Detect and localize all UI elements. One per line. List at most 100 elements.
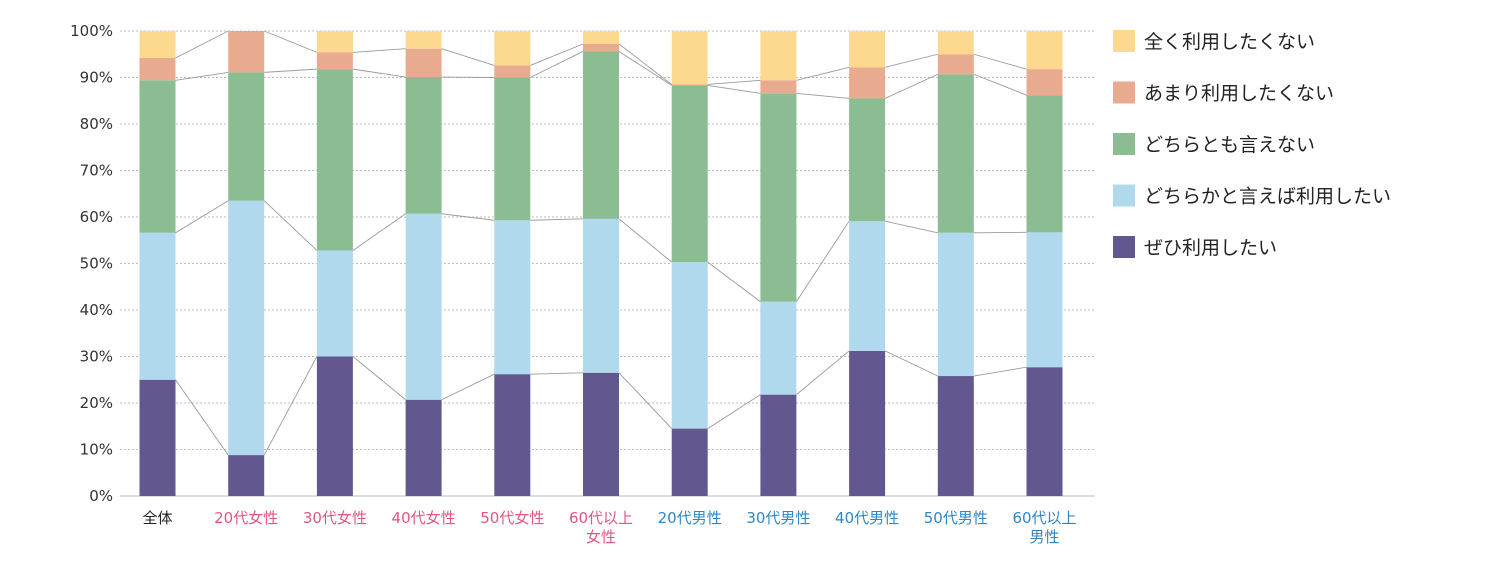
bar-segment <box>849 221 886 351</box>
legend-swatch <box>1113 133 1135 155</box>
bar-segment <box>316 69 353 251</box>
legend-label: あまり利用したくない <box>1144 83 1334 105</box>
bar-segment <box>228 200 265 456</box>
x-category-label-line: 50代男性 <box>924 509 988 527</box>
x-category-label-line: 全体 <box>142 509 172 527</box>
x-category-label-line: 20代女性 <box>214 509 278 527</box>
bar-segment <box>494 31 531 66</box>
connector-line <box>530 43 584 66</box>
y-tick-label: 40% <box>80 301 113 319</box>
bar-segment <box>228 455 265 496</box>
connector-line <box>441 48 495 66</box>
bar-segment <box>849 98 886 222</box>
connector-line <box>973 73 1027 96</box>
bar-segment <box>139 80 176 233</box>
connector-line <box>175 71 229 81</box>
connector-line <box>175 200 229 234</box>
y-tick-label: 90% <box>80 69 113 87</box>
connector-line <box>352 356 406 401</box>
connector-line <box>796 350 850 395</box>
bar-segment <box>671 31 708 85</box>
x-category-label: 20代男性 <box>658 509 722 527</box>
bar-segment <box>139 379 176 496</box>
x-category-label-line: 40代女性 <box>392 509 456 527</box>
bar-segment <box>405 399 442 496</box>
legend-swatch <box>1113 184 1135 207</box>
connector-line <box>707 394 761 429</box>
bar-segment <box>139 57 176 81</box>
bar-segment <box>937 31 974 55</box>
x-category-label: 40代女性 <box>392 509 456 527</box>
bar-segment <box>494 374 531 496</box>
connector-line <box>618 218 672 263</box>
x-category-label: 全体 <box>142 509 172 527</box>
bar-segment <box>316 52 353 70</box>
bar-segment <box>760 301 797 395</box>
x-category-label: 20代女性 <box>214 509 278 527</box>
y-tick-label: 100% <box>70 22 113 40</box>
connector-line <box>707 261 761 302</box>
legend-label: どちらかと言えば利用したい <box>1144 186 1391 208</box>
bar-segment <box>937 74 974 233</box>
connector-line <box>352 48 406 53</box>
x-category-label-line: 50代女性 <box>480 509 544 527</box>
x-category-label: 60代以上男性 <box>1012 509 1076 546</box>
bar-segment <box>937 54 974 75</box>
bar-segment <box>849 31 886 68</box>
connector-line <box>352 68 406 78</box>
legend-swatch <box>1113 81 1135 104</box>
connector-line <box>973 366 1027 377</box>
bar-segment <box>494 77 531 221</box>
x-category-label-line: 男性 <box>1029 528 1059 546</box>
x-category-label-line: 60代以上 <box>1012 509 1076 527</box>
bar-segment <box>760 394 797 496</box>
bar-segment <box>849 350 886 496</box>
bar-segment <box>1026 69 1063 96</box>
bar-segment <box>405 31 442 49</box>
legend-label: 全く利用したくない <box>1144 31 1315 53</box>
connector-line <box>530 372 584 375</box>
bar-segment <box>583 51 619 219</box>
bar-segment <box>760 31 797 81</box>
y-tick-label: 60% <box>80 208 113 226</box>
gridlines <box>120 30 1095 497</box>
bar-segment <box>405 77 442 214</box>
connector-line <box>530 51 584 78</box>
bar-segment <box>1026 367 1063 496</box>
bar-segment <box>671 85 708 263</box>
bar-segment <box>1026 31 1063 70</box>
bar-segment <box>583 44 619 52</box>
bar-segment <box>671 262 708 429</box>
connector-line <box>796 92 850 99</box>
x-category-label-line: 40代男性 <box>835 509 899 527</box>
y-axis: 0% 10% 20% 30% 40% 50% 60% 70% 80% 90% 100% <box>70 22 113 505</box>
bar-segment <box>228 31 265 73</box>
connector-line <box>175 30 229 59</box>
x-category-label-line: 60代以上 <box>569 509 633 527</box>
bars <box>139 31 1063 496</box>
bar-segment <box>760 93 797 302</box>
bar-segment <box>583 372 619 496</box>
bar-segment <box>405 48 442 78</box>
connector-line <box>263 356 318 456</box>
connector-line <box>530 218 584 221</box>
connector-line <box>796 220 850 302</box>
connector-line <box>263 200 318 251</box>
y-tick-label: 50% <box>80 255 113 273</box>
bar-segment <box>139 31 176 58</box>
x-category-label-line: 20代男性 <box>658 509 722 527</box>
connector-line <box>707 79 761 85</box>
x-category-label: 50代女性 <box>480 509 544 527</box>
bar-segment <box>760 80 797 94</box>
bar-segment <box>671 84 708 86</box>
bar-segment <box>139 232 176 380</box>
bar-segment <box>849 67 886 99</box>
connector-line <box>884 350 938 377</box>
bar-segment <box>671 428 708 496</box>
bar-segment <box>937 232 974 377</box>
bar-segment <box>316 356 353 496</box>
x-category-label: 50代男性 <box>924 509 988 527</box>
connector-line <box>884 73 938 99</box>
legend-label: ぜひ利用したい <box>1144 237 1277 259</box>
